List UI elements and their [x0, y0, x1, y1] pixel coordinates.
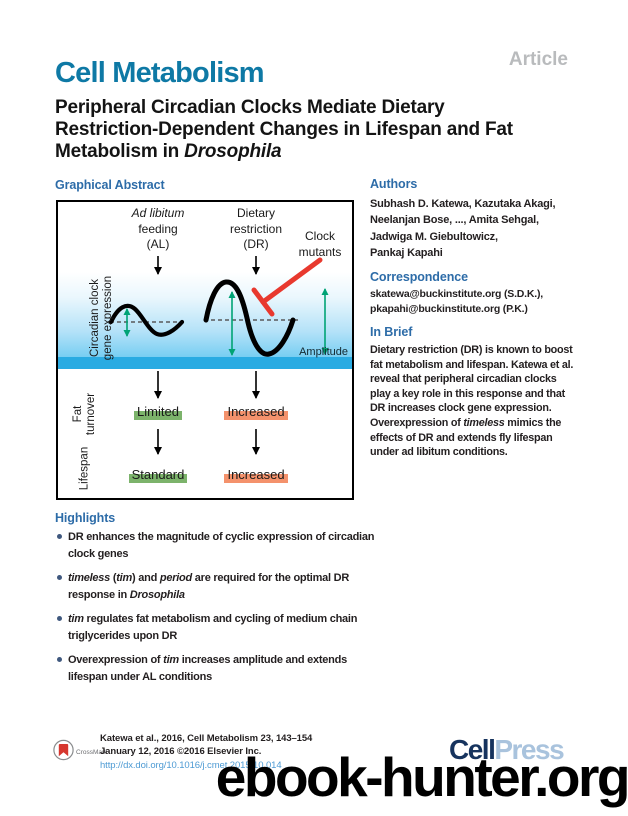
in-brief-line: Overexpression of timeless mimics the [370, 416, 562, 429]
highlights-heading: Highlights [55, 511, 116, 525]
highlight-3-line1: tim regulates fat metabolism and cycling… [68, 613, 358, 625]
doi-link[interactable]: http://dx.doi.org/10.1016/j.cmet.2015.10… [100, 759, 282, 771]
author-line: Jadwiga M. Giebultowicz, [370, 230, 498, 243]
lifespan-dr-value: Increased [206, 467, 306, 483]
crossmark-badge[interactable]: CrossMark [53, 739, 107, 766]
graphical-abstract-heading: Graphical Abstract [55, 178, 165, 192]
graphical-abstract-figure [108, 256, 329, 455]
clock-mutants-line2: mutants [298, 244, 342, 259]
in-brief-line: play a key role in this response and tha… [370, 387, 565, 400]
paper-title-line-3: Metabolism in Drosophila [55, 141, 282, 162]
fat-al-value: Limited [108, 404, 208, 420]
dr-high-amplitude-wave [203, 279, 296, 357]
authors-heading: Authors [370, 177, 418, 191]
paper-title: Peripheral Circadian Clocks Mediate Diet… [55, 97, 580, 163]
clock-mutants-label: Clock mutants [288, 229, 352, 260]
inhibition-line [260, 257, 323, 305]
paper-title-line-2: Restriction-Dependent Changes in Lifespa… [55, 119, 513, 140]
inhibition-bar [251, 287, 275, 317]
correspondence-heading: Correspondence [370, 270, 468, 284]
highlight-item-4: Overexpression of tim increases amplitud… [57, 652, 384, 685]
crossmark-label: CrossMark [76, 749, 108, 756]
dr-label-line1: Dietary [236, 206, 275, 220]
author-line: Neelanjan Bose, ..., Amita Sehgal, [370, 214, 539, 227]
in-brief-paragraph: Dietary restriction (DR) is known to boo… [370, 343, 573, 460]
correspondence-email-1[interactable]: skatewa@buckinstitute.org (S.D.K.), [370, 288, 544, 300]
al-label-line2: feeding [138, 221, 178, 236]
dr-condition-label: Dietary restriction (DR) [208, 206, 304, 253]
article-type-label: Article [508, 49, 568, 70]
in-brief-line: reveal that peripheral circadian clocks [370, 373, 557, 386]
highlight-item-3: tim regulates fat metabolism and cycling… [57, 611, 384, 644]
bullet-icon [57, 616, 62, 621]
al-low-amplitude-wave [108, 303, 185, 337]
citation-line-1: Katewa et al., 2016, Cell Metabolism 23,… [100, 733, 313, 744]
fat-dr-value: Increased [206, 404, 306, 420]
crossmark-icon [53, 739, 74, 761]
highlight-2-line2: response in Drosophila [68, 588, 185, 601]
correspondence-emails: skatewa@buckinstitute.org (S.D.K.), pkap… [370, 287, 543, 317]
lifespan-al-value: Standard [108, 467, 208, 483]
cellpress-logo-cell: Cell [449, 734, 496, 765]
authors-list: Subhash D. Katewa, Kazutaka Akagi, Neela… [370, 196, 556, 262]
highlight-1-line1: DR enhances the magnitude of cyclic expr… [68, 531, 375, 543]
citation-line-2: January 12, 2016 ©2016 Elsevier Inc. [100, 746, 262, 758]
y-axis-line1: Circadian clock [89, 279, 101, 357]
in-brief-heading: In Brief [370, 325, 413, 339]
paper-title-line-1: Peripheral Circadian Clocks Mediate Diet… [55, 97, 445, 118]
bullet-icon [57, 575, 62, 580]
journal-logo: Cell Metabolism [55, 57, 265, 89]
fat-dr-text: Increased [224, 404, 288, 420]
author-line: Subhash D. Katewa, Kazutaka Akagi, [370, 198, 556, 210]
bullet-icon [57, 657, 62, 662]
in-brief-line: DR increases clock gene expression. [370, 402, 552, 415]
y-axis-line2: gene expression [102, 275, 114, 361]
bullet-icon [57, 534, 62, 539]
in-brief-line: under ad libitum conditions. [370, 446, 508, 459]
y-axis-expression-label: Circadian clock gene expression [89, 258, 115, 378]
highlight-3-line2: triglycerides upon DR [68, 629, 178, 642]
dr-label-line2: restriction [229, 221, 282, 236]
in-brief-line: Dietary restriction (DR) is known to boo… [370, 344, 573, 356]
highlight-4-line1: Overexpression of tim increases amplitud… [68, 654, 347, 666]
correspondence-email-2[interactable]: pkapahi@buckinstitute.org (P.K.) [370, 302, 528, 315]
amplitude-label: Amplitude [299, 346, 348, 358]
highlight-item-2: timeless (tim) and period are required f… [57, 570, 384, 603]
expression-blue-stripe [58, 357, 352, 369]
cellpress-logo-press: Press [494, 734, 564, 765]
author-line: Pankaj Kapahi [370, 247, 443, 260]
in-brief-line: fat metabolism and lifespan. Katewa et a… [370, 358, 574, 371]
fat-al-text: Limited [134, 404, 182, 420]
clock-mutants-line1: Clock [304, 229, 335, 243]
lifespan-al-text: Standard [128, 467, 188, 483]
al-label-line1: Ad libitum [131, 206, 185, 220]
highlight-1-line2: clock genes [68, 547, 129, 560]
ebook-hunter-watermark: ebook-hunter.org [215, 746, 628, 808]
cellpress-logo: CellPress [449, 734, 565, 766]
highlight-4-line2: lifespan under AL conditions [68, 670, 212, 683]
dr-label-line3: (DR) [243, 237, 269, 251]
al-label-line3: (AL) [146, 237, 170, 251]
citation-block: Katewa et al., 2016, Cell Metabolism 23,… [100, 732, 312, 772]
graphical-abstract-panel: Ad libitum feeding (AL) Dietary restrict… [56, 200, 354, 500]
highlight-2-line1: timeless (tim) and period are required f… [68, 572, 350, 584]
highlight-item-1: DR enhances the magnitude of cyclic expr… [57, 529, 384, 562]
in-brief-line: effects of DR and extends fly lifespan [370, 431, 553, 444]
lifespan-dr-text: Increased [224, 467, 288, 483]
al-condition-label: Ad libitum feeding (AL) [110, 206, 206, 253]
lifespan-axis-label: Lifespan [78, 446, 91, 491]
